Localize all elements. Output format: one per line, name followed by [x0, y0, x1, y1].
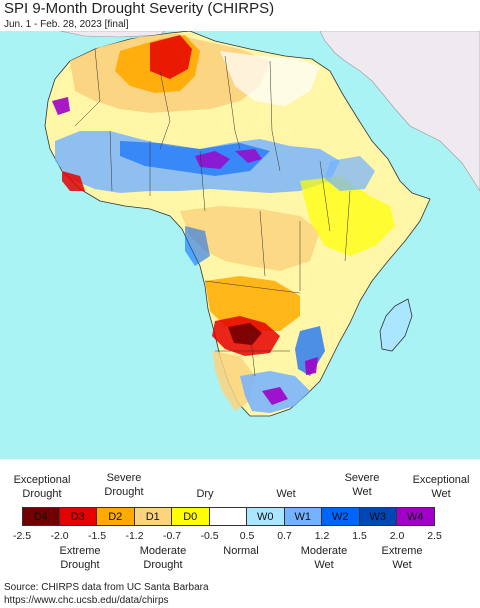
legend-tick: -0.7	[162, 530, 182, 542]
legend-tick: 2.5	[427, 530, 442, 542]
country-borders	[74, 48, 351, 377]
source-line: Source: CHIRPS data from UC Santa Barbar…	[4, 582, 209, 593]
guinea-coast-drought	[62, 171, 85, 191]
zambia-exceptional-drought	[228, 323, 262, 345]
sahel-moderate-wet	[120, 141, 270, 176]
libya-egypt-dry	[220, 51, 320, 106]
chad-exceptional-wet	[195, 151, 230, 169]
mozambique-wet	[295, 326, 325, 376]
source-credit: Source: CHIRPS data from UC Santa Barbar…	[4, 581, 209, 607]
legend-label-severe-wet: Severe Wet	[344, 472, 380, 498]
legend-ticks: -2.5 -2.0 -1.5 -1.2 -0.7 -0.5 0.5 0.7 1.2 1.5 2.0 2…	[0, 530, 480, 544]
red-sea	[330, 71, 392, 159]
south-africa-exceptional-wet	[262, 387, 288, 405]
madagascar	[379, 298, 413, 352]
legend-swatch-d2: D2	[97, 507, 135, 526]
legend-tick: -1.5	[87, 530, 107, 542]
legend-tick: -2.0	[50, 530, 69, 542]
legend: Exceptional Drought Severe Drought Dry Wet…	[0, 462, 480, 582]
legend-label-moderate-wet: Moderate Wet	[300, 545, 348, 571]
legend-tick: 0.7	[277, 530, 292, 542]
legend-label-extreme-wet: Extreme Wet	[381, 545, 423, 571]
source-url[interactable]: https://www.chc.ucsb.edu/data/chirps	[4, 595, 169, 606]
east-africa-dry	[300, 176, 395, 256]
map-subtitle: Jun. 1 - Feb. 28, 2023 [final]	[4, 19, 129, 30]
legend-label-exceptional-drought: Exceptional Drought	[13, 474, 71, 500]
drought-map	[0, 31, 480, 459]
legend-label-wet: Wet	[276, 488, 296, 500]
gabon-wet	[185, 226, 210, 266]
legend-swatch-w0: W0	[247, 507, 285, 526]
mauritania-exceptional-wet	[52, 97, 70, 115]
legend-swatch-d1: D1	[134, 507, 172, 526]
legend-label-extreme-drought: Extreme Drought	[59, 545, 101, 571]
middle-east-landmass	[319, 31, 480, 192]
legend-tick: 1.2	[314, 530, 330, 542]
legend-tick: -2.5	[12, 530, 32, 542]
sahara-extreme-drought	[150, 35, 192, 79]
map-title: SPI 9-Month Drought Severity (CHIRPS)	[4, 0, 275, 17]
legend-swatch-w4: W4	[397, 507, 435, 526]
legend-label-moderate-drought: Moderate Drought	[139, 545, 187, 571]
ethiopia-wet	[325, 156, 375, 191]
legend-label-exceptional-wet: Exceptional Wet	[412, 474, 470, 500]
legend-tick: 1.5	[352, 530, 367, 542]
mozambique-exceptional-wet	[305, 357, 318, 375]
legend-color-bar: D4 D3 D2 D1 D0 W0 W1 W2 W3 W4	[22, 507, 435, 526]
namibia-mixed	[212, 351, 255, 411]
congo-mixed	[180, 206, 320, 271]
legend-swatch-w1: W1	[284, 507, 322, 526]
legend-label-severe-drought: Severe Drought	[104, 472, 144, 498]
europe-landmass	[59, 31, 166, 38]
legend-tick: 2.0	[389, 530, 405, 542]
legend-tick: -1.2	[125, 530, 144, 542]
africa-map-svg	[44, 31, 480, 417]
legend-swatch-d3: D3	[59, 507, 97, 526]
sudan-exceptional-wet	[235, 149, 262, 163]
legend-tick: 0.5	[239, 530, 255, 542]
legend-label-normal: Normal	[223, 545, 259, 557]
legend-swatch-w3: W3	[359, 507, 397, 526]
legend-label-dry: Dry	[196, 488, 214, 500]
legend-tick: -0.5	[200, 530, 219, 542]
legend-swatch-d0: D0	[172, 507, 210, 526]
legend-swatch-d4: D4	[22, 507, 60, 526]
legend-swatch-w2: W2	[322, 507, 360, 526]
legend-swatch-normal	[209, 507, 247, 526]
